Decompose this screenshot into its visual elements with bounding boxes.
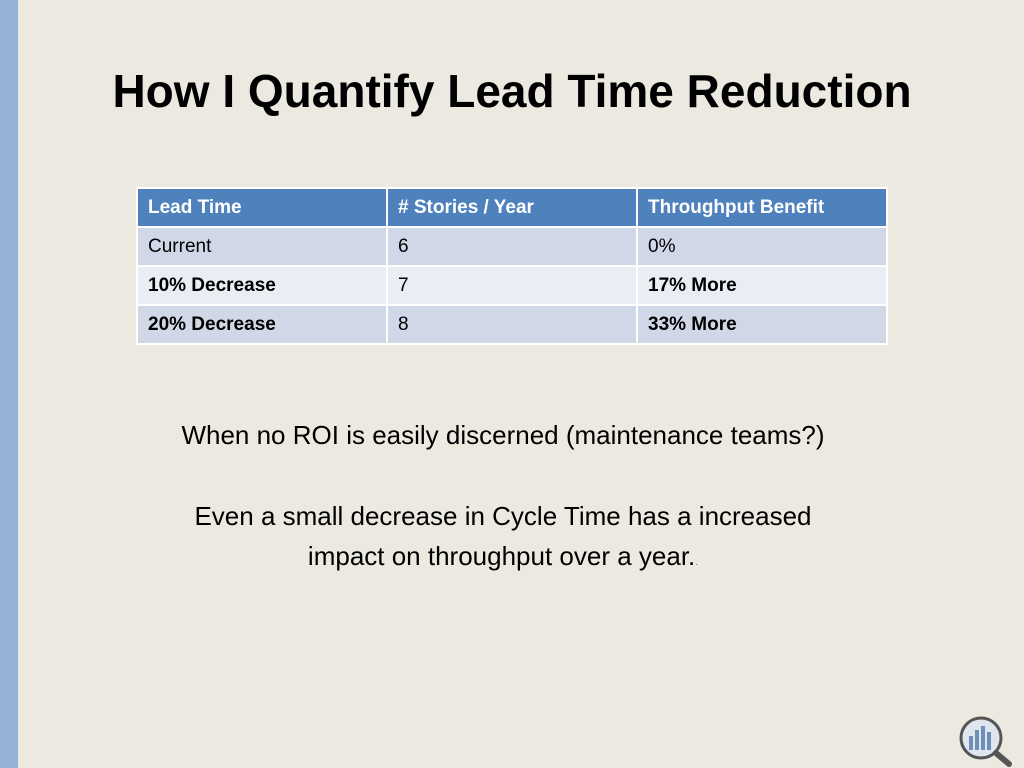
table-cell: 17% More [636, 265, 888, 306]
text-line: Even a small decrease in Cycle Time has … [194, 501, 812, 531]
lead-time-table: Lead Time # Stories / Year Throughput Bene… [136, 187, 888, 345]
text-line: impact on throughput over a year.. [18, 541, 988, 572]
table-body: Current 6 0% 10% Decrease 7 17% More 20% Decre… [136, 226, 888, 345]
header-row: Lead Time # Stories / Year Throughput Bene… [136, 187, 888, 228]
slide-title: How I Quantify Lead Time Reduction [112, 65, 912, 117]
table-row: 10% Decrease 7 17% More [136, 265, 888, 306]
table-row: 20% Decrease 8 33% More [136, 304, 888, 345]
table-cell: 33% More [636, 304, 888, 345]
side-bar [0, 0, 18, 768]
header-cell: Lead Time [136, 187, 388, 228]
table-cell: 6 [386, 226, 638, 267]
table-cell: 7 [386, 265, 638, 306]
table-row: Current 6 0% [136, 226, 888, 267]
header-cell: # Stories / Year [386, 187, 638, 228]
table-cell: 10% Decrease [136, 265, 388, 306]
table-cell: Current [136, 226, 388, 267]
table-cell: 20% Decrease [136, 304, 388, 345]
text-line: When no ROI is easily discerned (mainten… [181, 420, 825, 450]
table-cell: 0% [636, 226, 888, 267]
trailing-dot: . [695, 557, 699, 568]
magnifier-icon [959, 716, 1012, 767]
text-span: impact on throughput over a year. [307, 541, 696, 571]
table-cell: 8 [386, 304, 638, 345]
header-cell: Throughput Benefit [636, 187, 888, 228]
